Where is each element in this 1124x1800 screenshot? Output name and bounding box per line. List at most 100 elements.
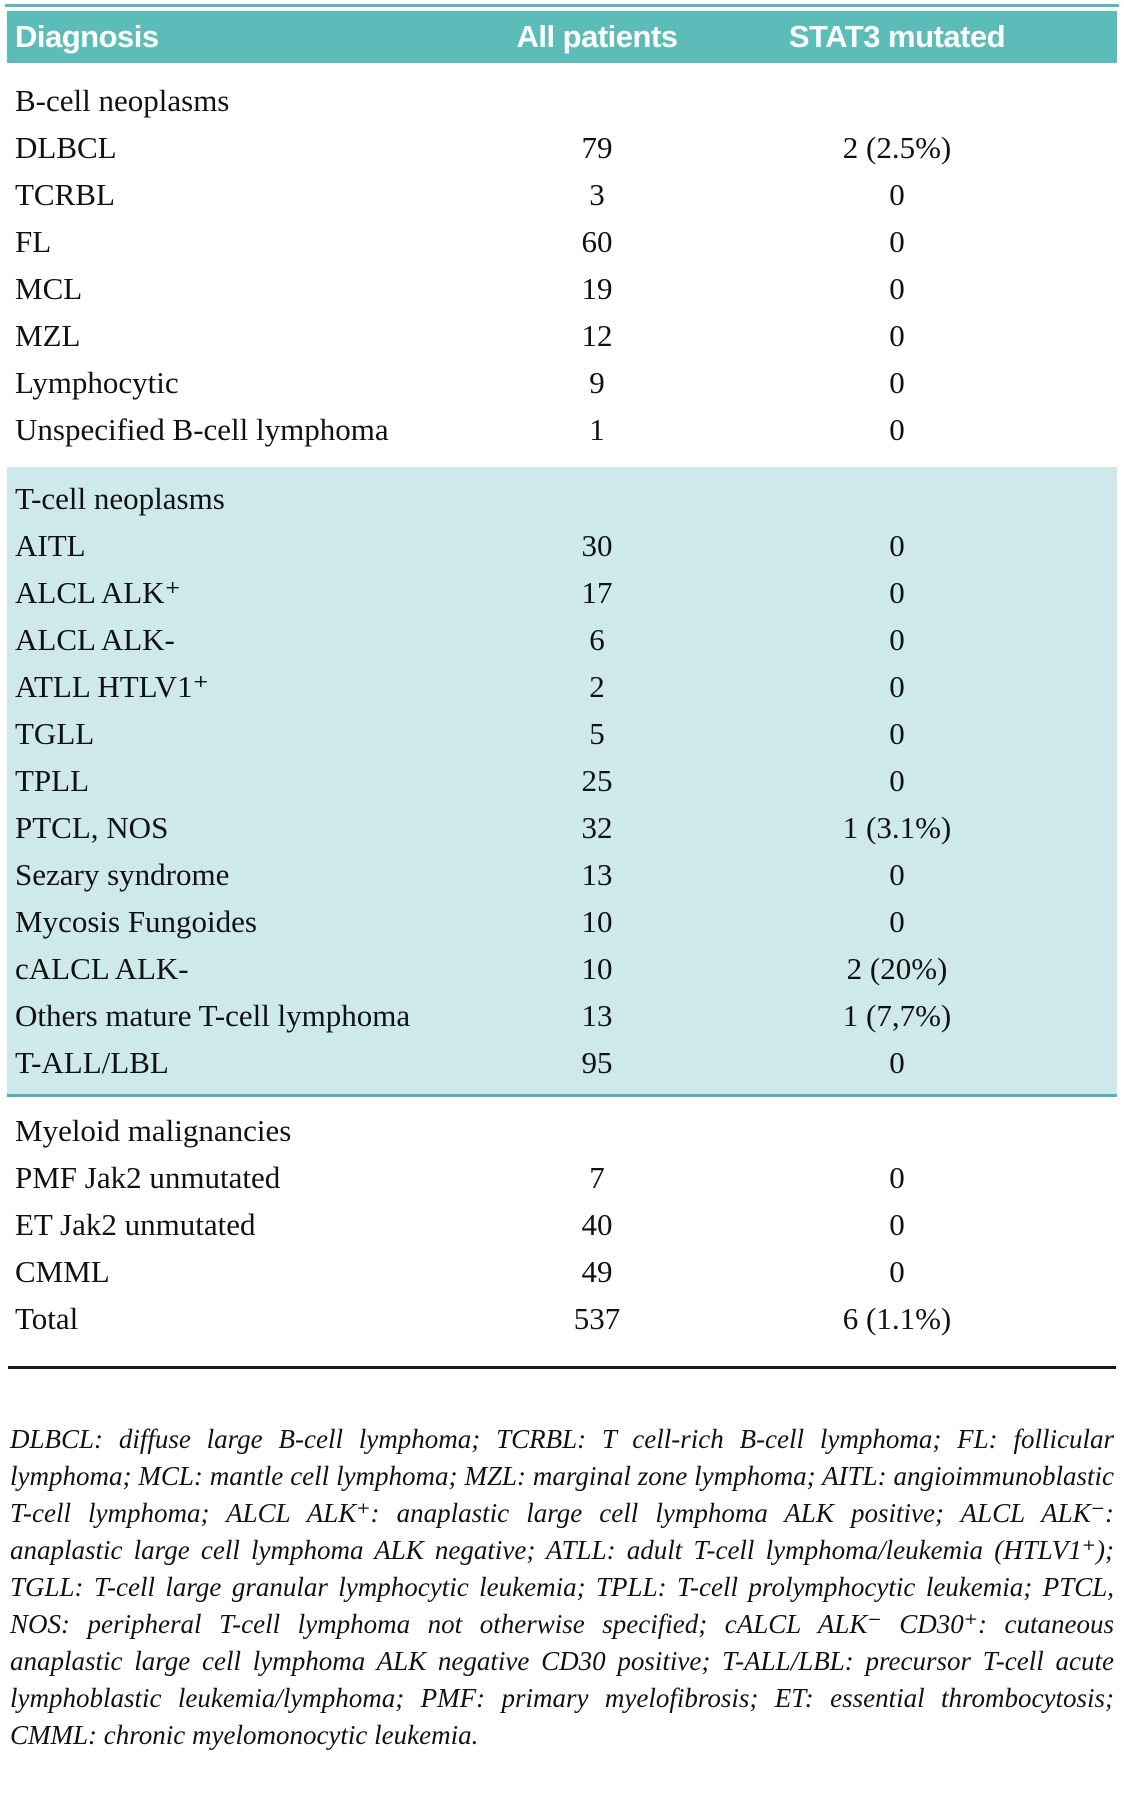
table-row: DLBCL 79 2 (2.5%) [7,124,1117,171]
section-rows: PMF Jak2 unmutated 7 0 ET Jak2 unmutated… [7,1154,1117,1342]
all-patients-cell: 19 [581,270,613,306]
table-row: AITL 30 0 [7,522,1117,569]
section-myeloid-malignancies: Myeloid malignancies PMF Jak2 unmutated … [7,1097,1117,1342]
section-rows: AITL 30 0 ALCL ALK⁺ 17 0 ALCL ALK- 6 0 A… [7,522,1117,1086]
table-row: Unspecified B-cell lymphoma 1 0 [7,406,1117,453]
table-row: cALCL ALK- 10 2 (20%) [7,945,1117,992]
stat3-mutated-cell: 0 [889,621,905,657]
stat3-mutated-cell: 1 (3.1%) [842,809,952,845]
stat3-mutated-cell: 0 [889,1159,905,1195]
stat3-mutated-cell: 2 (2.5%) [842,129,952,165]
stat3-mutated-cell: 0 [889,715,905,751]
stat3-mutated-cell: 2 (20%) [846,950,948,986]
all-patients-cell: 1 [589,411,605,447]
all-patients-cell: 13 [581,856,613,892]
all-patients-cell: 17 [581,574,613,610]
all-patients-cell: 30 [581,527,613,563]
all-patients-cell: 12 [581,317,613,353]
table-row: ET Jak2 unmutated 40 0 [7,1201,1117,1248]
diagnosis-cell: ALCL ALK- [15,621,175,657]
table-row: Total 537 6 (1.1%) [7,1295,1117,1342]
diagnosis-cell: TPLL [15,762,90,798]
table-row: Sezary syndrome 13 0 [7,851,1117,898]
all-patients-cell: 10 [581,950,613,986]
table-row: ATLL HTLV1⁺ 2 0 [7,663,1117,710]
all-patients-cell: 537 [573,1300,621,1336]
table-row: T-ALL/LBL 95 0 [7,1039,1117,1086]
all-patients-cell: 3 [589,176,605,212]
table-row: TPLL 25 0 [7,757,1117,804]
section-b-cell-neoplasms: B-cell neoplasms DLBCL 79 2 (2.5%) TCRBL… [7,63,1117,467]
table-row: Others mature T-cell lymphoma 13 1 (7,7%… [7,992,1117,1039]
table-row: MZL 12 0 [7,312,1117,359]
section-title-row: Myeloid malignancies [7,1107,1117,1154]
stat3-mutated-cell: 0 [889,364,905,400]
all-patients-cell: 40 [581,1206,613,1242]
stat3-mutated-cell: 0 [889,527,905,563]
diagnosis-cell: AITL [15,527,86,563]
table-row: CMML 49 0 [7,1248,1117,1295]
all-patients-cell: 49 [581,1253,613,1289]
section-title: Myeloid malignancies [15,1112,292,1148]
diagnosis-cell: Lymphocytic [15,364,179,400]
footnote: DLBCL: diffuse large B-cell lymphoma; TC… [10,1424,1114,1750]
column-header-stat3-mutated: STAT3 mutated [788,19,1006,54]
all-patients-cell: 10 [581,903,613,939]
diagnosis-cell: ALCL ALK⁺ [15,574,181,610]
stat3-mutated-cell: 0 [889,1206,905,1242]
stat3-mutated-cell: 1 (7,7%) [842,997,952,1033]
stat3-mutated-cell: 0 [889,411,905,447]
all-patients-cell: 32 [581,809,613,845]
stat3-mutated-cell: 0 [889,176,905,212]
stat3-mutated-cell: 0 [889,668,905,704]
diagnosis-cell: T-ALL/LBL [15,1044,169,1080]
diagnosis-cell: FL [15,223,52,259]
section-title: B-cell neoplasms [15,82,230,118]
all-patients-cell: 5 [589,715,605,751]
table-row: Lymphocytic 9 0 [7,359,1117,406]
stat3-mutated-cell: 0 [889,903,905,939]
stat3-mutated-cell: 0 [889,317,905,353]
diagnosis-cell: PTCL, NOS [15,809,169,845]
all-patients-cell: 25 [581,762,613,798]
all-patients-cell: 60 [581,223,613,259]
section-title-row: T-cell neoplasms [7,475,1117,522]
stat3-mutated-cell: 6 (1.1%) [842,1300,952,1336]
table-row: TGLL 5 0 [7,710,1117,757]
diagnosis-cell: ET Jak2 unmutated [15,1206,256,1242]
diagnosis-cell: Others mature T-cell lymphoma [15,997,411,1033]
diagnosis-cell: Mycosis Fungoides [15,903,257,939]
stat3-mutated-cell: 0 [889,762,905,798]
table-row: Mycosis Fungoides 10 0 [7,898,1117,945]
diagnosis-cell: MCL [15,270,83,306]
bottom-rule [8,1366,1116,1369]
diagnosis-cell: DLBCL [15,129,117,165]
table-row: PMF Jak2 unmutated 7 0 [7,1154,1117,1201]
all-patients-cell: 95 [581,1044,613,1080]
diagnosis-cell: PMF Jak2 unmutated [15,1159,281,1195]
diagnosis-cell: Total [15,1300,79,1336]
section-rows: DLBCL 79 2 (2.5%) TCRBL 3 0 FL 60 0 MCL … [7,124,1117,453]
diagnosis-cell: MZL [15,317,81,353]
stat3-mutated-cell: 0 [889,574,905,610]
diagnosis-cell: Unspecified B-cell lymphoma [15,411,389,447]
diagnosis-cell: Sezary syndrome [15,856,230,892]
stat3-mutated-cell: 0 [889,1253,905,1289]
section-t-cell-neoplasms: T-cell neoplasms AITL 30 0 ALCL ALK⁺ 17 … [7,467,1117,1097]
table-row: FL 60 0 [7,218,1117,265]
stat3-mutated-cell: 0 [889,223,905,259]
column-header-all-patients: All patients [516,19,678,54]
all-patients-cell: 79 [581,129,613,165]
diagnosis-table: B-cell neoplasms DLBCL 79 2 (2.5%) TCRBL… [7,63,1117,1342]
all-patients-cell: 13 [581,997,613,1033]
table-header-row: Diagnosis All patients STAT3 mutated [7,11,1117,63]
section-title: T-cell neoplasms [15,480,225,516]
table-row: ALCL ALK- 6 0 [7,616,1117,663]
table-row: ALCL ALK⁺ 17 0 [7,569,1117,616]
diagnosis-cell: TCRBL [15,176,115,212]
section-title-row: B-cell neoplasms [7,77,1117,124]
stat3-mutated-cell: 0 [889,856,905,892]
diagnosis-cell: TGLL [15,715,95,751]
all-patients-cell: 6 [589,621,605,657]
